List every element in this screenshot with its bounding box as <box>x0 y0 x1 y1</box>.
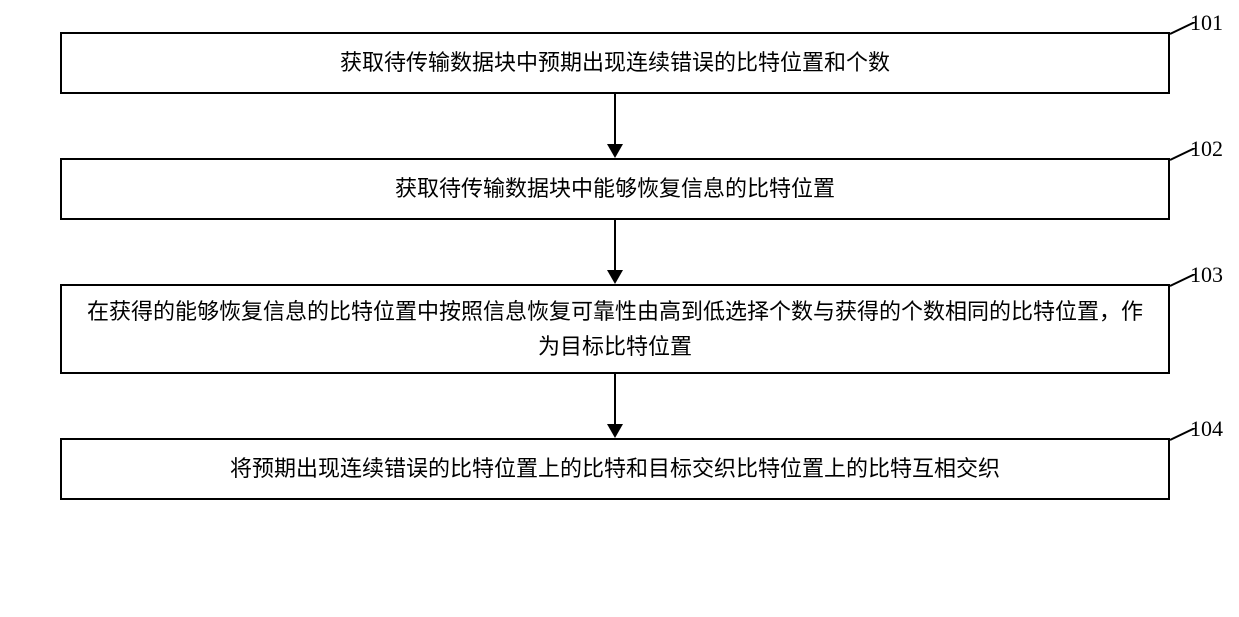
flowchart-step-n1: 获取待传输数据块中预期出现连续错误的比特位置和个数 <box>60 32 1170 94</box>
flow-arrow <box>603 374 627 438</box>
step-label-103: 103 <box>1190 262 1223 288</box>
step-text: 获取待传输数据块中能够恢复信息的比特位置 <box>395 171 835 206</box>
flowchart-canvas: 获取待传输数据块中预期出现连续错误的比特位置和个数 101 获取待传输数据块中能够恢… <box>0 0 1239 617</box>
step-text: 获取待传输数据块中预期出现连续错误的比特位置和个数 <box>340 45 890 80</box>
flowchart-step-n2: 获取待传输数据块中能够恢复信息的比特位置 <box>60 158 1170 220</box>
flowchart-step-n3: 在获得的能够恢复信息的比特位置中按照信息恢复可靠性由高到低选择个数与获得的个数相… <box>60 284 1170 374</box>
step-label-102: 102 <box>1190 136 1223 162</box>
flow-arrow <box>603 94 627 158</box>
step-label-104: 104 <box>1190 416 1223 442</box>
step-text: 将预期出现连续错误的比特位置上的比特和目标交织比特位置上的比特互相交织 <box>230 451 1000 486</box>
flow-arrow <box>603 220 627 284</box>
flowchart-step-n4: 将预期出现连续错误的比特位置上的比特和目标交织比特位置上的比特互相交织 <box>60 438 1170 500</box>
step-text: 在获得的能够恢复信息的比特位置中按照信息恢复可靠性由高到低选择个数与获得的个数相… <box>82 294 1148 364</box>
step-label-101: 101 <box>1190 10 1223 36</box>
